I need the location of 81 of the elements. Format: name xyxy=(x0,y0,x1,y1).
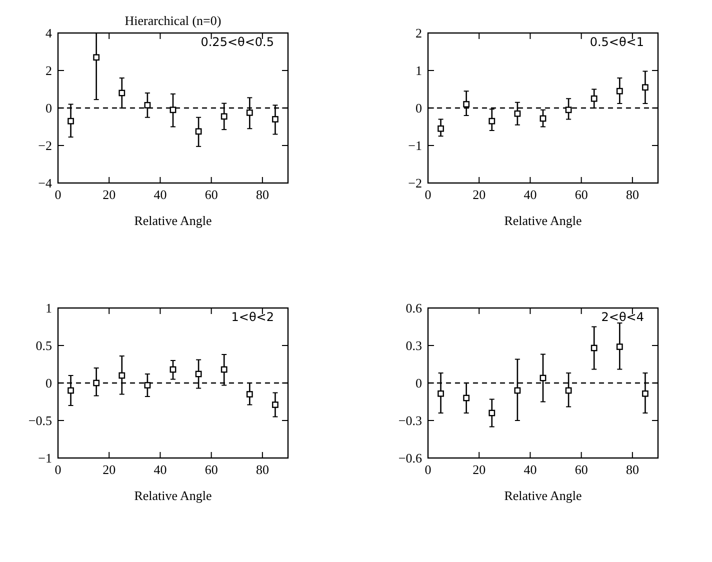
y-tick-label: 0 xyxy=(46,376,52,390)
annotation: 1<θ<2 xyxy=(231,310,274,324)
y-tick-label: −0.3 xyxy=(398,413,422,428)
point xyxy=(68,387,74,394)
point xyxy=(514,387,521,394)
x-tick-label: 20 xyxy=(472,462,486,477)
x-tick-label: 20 xyxy=(102,462,116,477)
point xyxy=(68,118,74,124)
y-tick-label: 0 xyxy=(416,100,422,116)
point xyxy=(463,101,470,108)
point xyxy=(565,387,572,394)
annotation: 2<θ<4 xyxy=(601,310,644,324)
y-tick-label: −2 xyxy=(38,138,52,153)
point xyxy=(616,344,623,350)
point xyxy=(540,374,546,382)
point xyxy=(438,125,444,132)
y-tick-label: 1 xyxy=(416,63,422,78)
point xyxy=(590,95,598,102)
annotation: 0.25<θ<0.5 xyxy=(200,35,274,49)
chart-title: Hierarchical (n=0) xyxy=(124,13,222,28)
y-tick-label: 1 xyxy=(46,300,52,316)
x-axis-title: Relative Angle xyxy=(134,213,212,228)
x-tick-label: 80 xyxy=(626,462,639,477)
point xyxy=(93,54,100,61)
x-tick-label: 60 xyxy=(574,462,588,477)
x-axis-title: Relative Angle xyxy=(134,488,212,503)
point xyxy=(220,366,228,373)
point xyxy=(272,402,278,408)
y-tick-label: 0 xyxy=(46,100,52,116)
point xyxy=(463,394,470,402)
y-tick-label: 0.5 xyxy=(36,338,52,353)
y-tick-label: 0.3 xyxy=(406,338,422,353)
point xyxy=(540,115,546,122)
x-tick-label: 20 xyxy=(102,187,116,202)
x-tick-label: 40 xyxy=(154,187,167,202)
y-tick-label: −0.5 xyxy=(28,413,52,428)
y-tick-label: −2 xyxy=(408,176,422,190)
point xyxy=(170,106,176,114)
point xyxy=(93,380,100,386)
point xyxy=(144,102,151,108)
y-tick-label: 2 xyxy=(46,63,52,78)
y-tick-label: 0 xyxy=(416,376,422,390)
y-tick-label: 0.6 xyxy=(406,300,422,316)
point xyxy=(642,84,648,91)
point xyxy=(488,118,496,124)
point xyxy=(514,110,521,117)
point xyxy=(195,128,202,135)
x-tick-label: 80 xyxy=(626,187,639,202)
point xyxy=(118,372,126,379)
point xyxy=(170,366,176,373)
point xyxy=(565,106,572,114)
x-tick-label: 80 xyxy=(256,462,269,477)
x-tick-label: 20 xyxy=(472,187,486,202)
x-tick-label: 60 xyxy=(574,187,588,202)
annotation: 0.5<θ<1 xyxy=(590,35,644,49)
point xyxy=(144,382,151,388)
point xyxy=(590,344,598,352)
point xyxy=(246,109,253,116)
y-tick-label: 2 xyxy=(416,26,422,40)
point xyxy=(616,88,623,94)
x-tick-label: 40 xyxy=(154,462,167,477)
point xyxy=(488,410,496,416)
x-tick-label: 80 xyxy=(256,187,269,202)
point xyxy=(642,390,648,397)
point xyxy=(195,370,202,378)
point xyxy=(118,90,126,96)
x-tick-label: 60 xyxy=(204,187,218,202)
point xyxy=(246,391,253,398)
point xyxy=(438,390,444,397)
x-axis-title: Relative Angle xyxy=(504,488,582,503)
x-tick-label: 40 xyxy=(524,187,537,202)
x-tick-label: 60 xyxy=(204,462,218,477)
y-tick-label: −1 xyxy=(408,138,422,153)
y-tick-label: −1 xyxy=(38,450,52,466)
y-tick-label: −4 xyxy=(38,176,52,190)
point xyxy=(272,116,278,122)
y-tick-label: 4 xyxy=(46,26,52,40)
y-tick-label: −0.6 xyxy=(398,450,422,466)
x-axis-title: Relative Angle xyxy=(504,213,582,228)
x-tick-label: 40 xyxy=(524,462,537,477)
point xyxy=(220,113,228,120)
